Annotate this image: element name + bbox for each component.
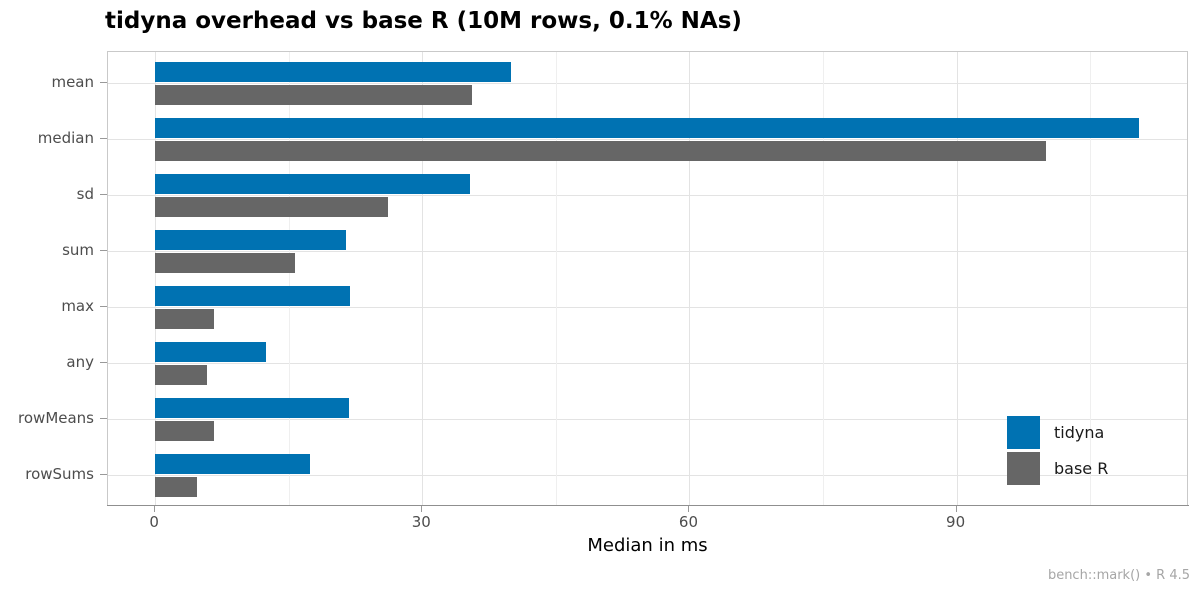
x-tick [688, 506, 690, 512]
x-tick-label-30: 30 [411, 513, 431, 531]
gridline-horizontal [108, 194, 1187, 196]
bar-base-R-sd [155, 196, 388, 217]
gridline-minor [555, 52, 557, 505]
y-tick-label-rowSums: rowSums [25, 465, 94, 483]
y-tick-label-mean: mean [51, 73, 94, 91]
bar-tidyna-mean [155, 61, 512, 82]
y-tick [100, 82, 107, 83]
legend: tidyna base R [1007, 416, 1108, 488]
x-tick-label-90: 90 [946, 513, 966, 531]
gridline-major [155, 52, 157, 505]
y-tick-label-max: max [61, 297, 94, 315]
bar-base-R-max [155, 308, 214, 329]
gridline-minor [823, 52, 825, 505]
x-axis-title: Median in ms [587, 535, 708, 556]
x-tick-label-0: 0 [149, 513, 159, 531]
legend-entry-tidyna: tidyna [1007, 416, 1108, 449]
gridline-minor [1090, 52, 1092, 505]
gridline-horizontal [108, 362, 1187, 364]
gridline-horizontal [108, 418, 1187, 420]
bar-base-R-any [155, 364, 207, 385]
bar-tidyna-rowSums [155, 453, 311, 474]
legend-key-swatch [1007, 416, 1040, 449]
gridline-minor [288, 52, 290, 505]
gridline-major [956, 52, 958, 505]
gridline-horizontal [108, 138, 1187, 140]
gridline-horizontal [108, 306, 1187, 308]
bar-base-R-median [155, 140, 1046, 161]
legend-entry-base-R: base R [1007, 452, 1108, 485]
y-tick [100, 194, 107, 195]
gridline-major [689, 52, 691, 505]
y-tick [100, 474, 107, 475]
x-tick-label-60: 60 [678, 513, 698, 531]
bar-tidyna-any [155, 341, 267, 362]
legend-label: base R [1054, 459, 1109, 478]
gridline-horizontal [108, 82, 1187, 84]
y-tick-label-sd: sd [76, 185, 94, 203]
y-tick-label-sum: sum [62, 241, 94, 259]
gridline-horizontal [108, 474, 1187, 476]
y-tick [100, 418, 107, 419]
gridline-horizontal [108, 250, 1187, 252]
x-tick [421, 506, 423, 512]
bar-tidyna-max [155, 285, 351, 306]
y-tick [100, 362, 107, 363]
bar-tidyna-median [155, 117, 1140, 138]
bar-tidyna-rowMeans [155, 397, 350, 418]
y-tick-label-any: any [66, 353, 94, 371]
y-tick [100, 138, 107, 139]
bar-tidyna-sd [155, 173, 470, 194]
chart-caption: bench::mark() • R 4.5 [1047, 568, 1190, 583]
bar-base-R-mean [155, 84, 473, 105]
chart-title: tidyna overhead vs base R (10M rows, 0.1… [105, 8, 742, 34]
bar-base-R-sum [155, 252, 295, 273]
x-tick [955, 506, 957, 512]
bar-base-R-rowMeans [155, 420, 214, 441]
gridline-major [422, 52, 424, 505]
legend-label: tidyna [1054, 423, 1105, 442]
x-axis-line [107, 505, 1189, 506]
y-tick-label-rowMeans: rowMeans [18, 409, 94, 427]
y-tick [100, 250, 107, 251]
bar-tidyna-sum [155, 229, 346, 250]
y-tick-label-median: median [37, 129, 94, 147]
x-tick [154, 506, 156, 512]
legend-key-swatch [1007, 452, 1040, 485]
bar-base-R-rowSums [155, 476, 198, 497]
plot-panel [107, 51, 1188, 506]
y-tick [100, 306, 107, 307]
